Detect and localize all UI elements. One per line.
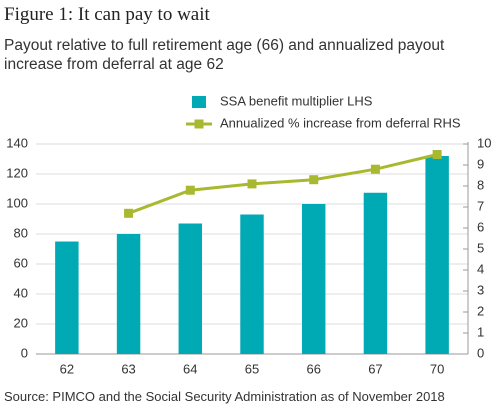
y2-tick-label: 6	[477, 219, 484, 234]
y-tick-label: 100	[6, 195, 28, 210]
legend-label: SSA benefit multiplier LHS	[220, 93, 373, 108]
line-marker	[432, 150, 442, 159]
chart-title: Figure 1: It can pay to wait	[4, 4, 210, 25]
y-tick-label: 80	[14, 225, 28, 240]
y2-tick-label: 3	[477, 282, 484, 297]
y2-tick-label: 2	[477, 303, 484, 318]
x-tick-label: 62	[60, 361, 74, 376]
line	[128, 153, 438, 215]
x-tick-label: 63	[121, 361, 135, 376]
source-note: Source: PIMCO and the Social Security Ad…	[4, 389, 445, 404]
line-marker	[124, 208, 134, 218]
x-tick-label: 67	[368, 361, 382, 376]
bar	[55, 241, 79, 354]
y2-tick-label: 5	[477, 240, 484, 255]
x-tick-label: 65	[245, 361, 259, 376]
y-tick-label: 120	[6, 165, 28, 180]
y-tick-label: 140	[6, 135, 28, 150]
line-marker	[370, 164, 380, 174]
y-tick-label: 40	[14, 285, 28, 300]
bar	[301, 204, 326, 354]
legend-swatch	[192, 96, 206, 108]
y2-tick-label: 8	[477, 177, 484, 192]
legend-swatch	[194, 119, 204, 129]
y-tick-label: 0	[21, 345, 28, 360]
x-tick-label: 66	[306, 361, 320, 376]
y2-tick-label: 10	[477, 135, 491, 150]
y2-tick-label: 1	[477, 324, 484, 339]
bar	[240, 214, 264, 354]
line-marker	[247, 179, 257, 189]
bar	[425, 156, 449, 354]
y-tick-label: 60	[14, 255, 28, 270]
bar	[363, 192, 388, 354]
chart-subtitle: Payout relative to full retirement age (…	[4, 37, 445, 73]
x-tick-label: 70	[430, 361, 444, 376]
x-tick-label: 64	[183, 361, 197, 376]
bar	[178, 223, 203, 354]
y2-tick-label: 9	[477, 156, 484, 171]
line-marker	[309, 175, 319, 185]
bar	[116, 234, 141, 354]
y2-tick-label: 7	[477, 198, 484, 213]
y-tick-label: 20	[14, 315, 28, 330]
legend-label: Annualized % increase from deferral RHS	[220, 115, 461, 130]
line-marker	[185, 185, 195, 195]
y2-tick-label: 4	[477, 261, 484, 276]
y2-tick-label: 0	[477, 345, 484, 360]
